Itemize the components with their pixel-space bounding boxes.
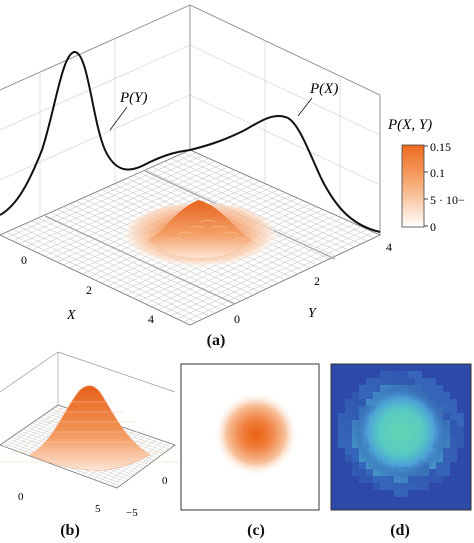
colorbar-title: P(X, Y): [387, 117, 432, 133]
marginal-py-curve: [0, 51, 191, 216]
b-x-tick-5: 5: [95, 503, 101, 515]
y-tick-0: 0: [234, 312, 240, 326]
caption-d: (d): [390, 522, 410, 539]
panel-c: [180, 363, 320, 511]
colorbar-tick-0: 0: [430, 220, 436, 234]
py-label: P(Y): [119, 90, 148, 106]
caption-c: (c): [247, 522, 265, 539]
panel-b-surface: [29, 385, 151, 471]
caption-b: (b): [60, 522, 80, 539]
panel-b: 0 5 0 −5: [0, 351, 179, 519]
y-axis-label: Y: [308, 306, 318, 321]
gaussian-surface: [125, 200, 275, 269]
b-y-tick-0: 0: [162, 475, 168, 487]
colorbar-tick-01: 0.1: [430, 166, 445, 180]
back-walls: [0, 4, 381, 235]
panel-a: P(Y) P(X) 0 2 4 X 0 2 4 Y P(X, Y) 0.15 0…: [0, 4, 465, 326]
colorbar-tick-005: 5 · 10−: [430, 193, 465, 207]
x-axis-label: X: [66, 308, 76, 323]
py-pointer: [109, 106, 128, 131]
x-axis: 0 2 4 X: [21, 253, 154, 326]
b-y-tick-m5: −5: [126, 507, 138, 519]
caption-a: (a): [206, 332, 226, 349]
colorbar: P(X, Y) 0.15 0.1 5 · 10− 0: [387, 117, 465, 234]
b-x-tick-0: 0: [18, 491, 24, 503]
y-tick-2: 2: [314, 274, 320, 288]
y-axis: 0 2 4 Y: [234, 240, 392, 326]
panel-d: [330, 363, 472, 511]
marginal-px-curve: [189, 114, 381, 233]
colorbar-tick-015: 0.15: [430, 140, 451, 154]
y-tick-4: 4: [386, 240, 392, 254]
x-tick-0: 0: [21, 253, 27, 267]
x-tick-4: 4: [148, 312, 154, 326]
px-label: P(X): [309, 81, 338, 97]
wall-grid: [0, 38, 381, 218]
x-tick-2: 2: [86, 283, 92, 297]
px-pointer: [297, 97, 313, 117]
